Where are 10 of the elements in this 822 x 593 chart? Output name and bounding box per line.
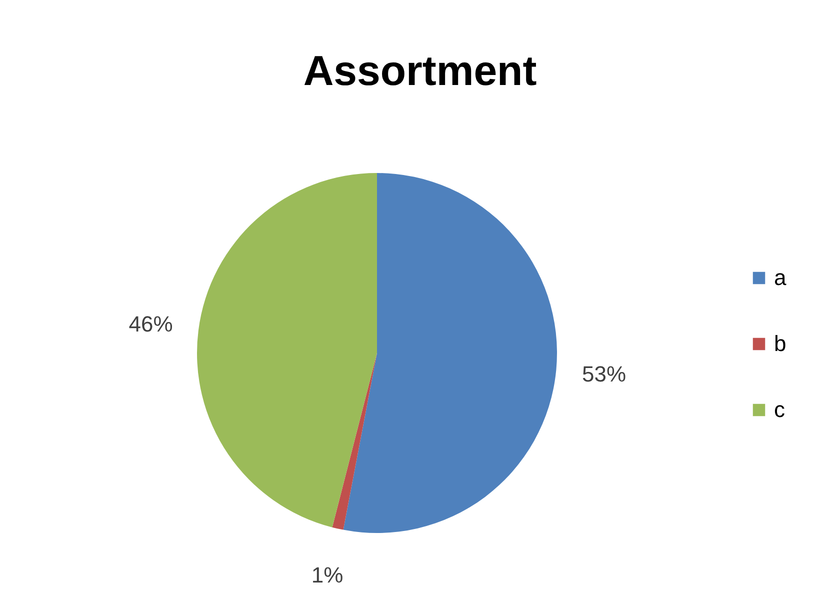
chart-title: Assortment <box>303 47 537 94</box>
pie-slice <box>332 353 377 530</box>
pie-slice <box>343 173 557 533</box>
data-label: 53% <box>582 361 626 386</box>
data-label: 46% <box>128 311 173 336</box>
data-label: 1% <box>311 562 344 588</box>
pie-slice <box>197 173 377 528</box>
legend-label: a <box>774 265 787 290</box>
legend-label: b <box>774 331 786 356</box>
legend-label: c <box>774 397 785 422</box>
